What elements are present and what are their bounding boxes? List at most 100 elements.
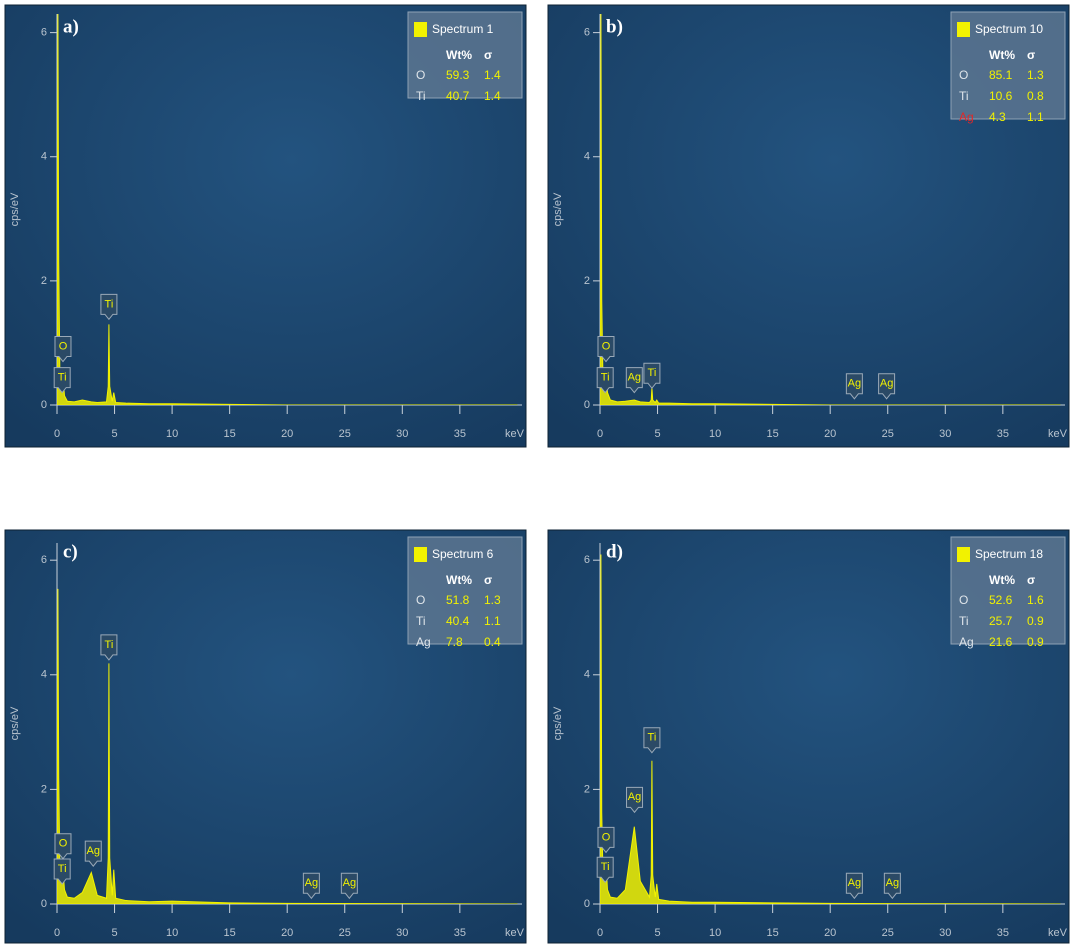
peak-label: Ag — [87, 845, 100, 857]
panel-letter: b) — [606, 16, 623, 37]
x-tick-label: 35 — [454, 428, 466, 440]
legend-wt: 52.6 — [989, 593, 1013, 607]
x-tick-label: 15 — [224, 927, 236, 939]
peak-label-box — [626, 786, 644, 814]
x-axis-label: keV — [505, 428, 525, 440]
x-tick-label: 35 — [454, 927, 466, 939]
x-tick-label: 0 — [54, 927, 60, 939]
x-tick-label: 5 — [654, 927, 660, 939]
peak-label-box — [845, 373, 863, 400]
peak-label-box — [84, 840, 102, 867]
peak-label-box — [625, 367, 643, 394]
x-axis-label: keV — [1048, 428, 1068, 440]
legend-element: Ti — [959, 614, 969, 628]
legend-wt: 59.3 — [446, 68, 470, 82]
y-axis-label: cps/eV — [552, 192, 564, 226]
peak-label-box — [54, 336, 72, 363]
x-tick-label: 25 — [339, 927, 351, 939]
peak-label: Ti — [58, 863, 67, 875]
legend-title: Spectrum 10 — [975, 22, 1043, 36]
peak-label-box — [597, 826, 615, 854]
legend-element: O — [959, 593, 968, 607]
peak-label: Ag — [343, 877, 356, 889]
x-tick-label: 0 — [597, 428, 603, 440]
legend-header: σ — [1027, 573, 1035, 587]
panel: 0 2 4 6 0 5 10 15 20 25 30 35 keV cps/eV O Ti Ti a) Spectr… — [4, 4, 527, 448]
y-axis-label: cps/eV — [552, 706, 564, 740]
y-tick-label: 4 — [584, 669, 590, 681]
legend-wt: 4.3 — [989, 110, 1006, 124]
y-tick-label: 0 — [41, 898, 47, 910]
y-tick-label: 4 — [584, 151, 590, 163]
x-tick-label: 25 — [339, 428, 351, 440]
peak-label-box — [643, 362, 661, 390]
x-tick-label: 0 — [54, 428, 60, 440]
legend-element: Ag — [959, 635, 974, 649]
legend-swatch — [414, 22, 427, 37]
y-tick-label: 2 — [41, 783, 47, 795]
x-tick-label: 5 — [654, 428, 660, 440]
legend-wt: 7.8 — [446, 635, 463, 649]
panel-letter: c) — [63, 541, 78, 562]
legend-header: Wt% — [989, 573, 1015, 587]
legend-swatch — [957, 547, 970, 562]
x-tick-label: 35 — [997, 927, 1009, 939]
legend-element: Ti — [416, 89, 426, 103]
legend-wt: 40.7 — [446, 89, 470, 103]
legend-wt: 85.1 — [989, 68, 1013, 82]
peak-label-box — [100, 634, 118, 661]
y-tick-label: 4 — [41, 151, 47, 163]
peak-label: Ag — [880, 378, 893, 390]
peak-label-box — [597, 336, 615, 363]
x-tick-label: 35 — [997, 428, 1009, 440]
y-tick-label: 6 — [41, 27, 47, 39]
legend-header: Wt% — [989, 48, 1015, 62]
x-tick-label: 10 — [166, 428, 178, 440]
x-tick-label: 30 — [396, 428, 408, 440]
y-tick-label: 0 — [41, 399, 47, 411]
legend-sigma: 0.4 — [484, 635, 501, 649]
legend-sigma: 0.9 — [1027, 635, 1044, 649]
peak-label-box — [878, 373, 896, 400]
peak-label: Ti — [648, 732, 657, 744]
x-tick-label: 15 — [224, 428, 236, 440]
panel-letter: d) — [606, 541, 623, 562]
legend-header: Wt% — [446, 573, 472, 587]
y-axis-label: cps/eV — [9, 706, 21, 740]
x-tick-label: 0 — [597, 927, 603, 939]
peak-label: O — [59, 838, 68, 850]
y-tick-label: 2 — [41, 275, 47, 287]
legend-element: Ag — [959, 110, 974, 124]
panel: 0 2 4 6 0 5 10 15 20 25 30 35 keV cps/eV O Ti Ag Ti Ag Ag d)… — [547, 529, 1070, 944]
y-tick-label: 0 — [584, 898, 590, 910]
legend-title: Spectrum 6 — [432, 547, 494, 561]
peak-label: O — [602, 340, 611, 352]
legend-title: Spectrum 1 — [432, 22, 494, 36]
x-tick-label: 10 — [709, 428, 721, 440]
legend-wt: 40.4 — [446, 614, 470, 628]
peak-label-box — [596, 856, 614, 884]
x-tick-label: 25 — [882, 428, 894, 440]
legend-element: Ti — [416, 614, 426, 628]
x-axis-label: keV — [505, 927, 525, 939]
x-tick-label: 30 — [396, 927, 408, 939]
peak-label-box — [53, 858, 71, 885]
peak-label-box — [54, 833, 72, 860]
panel: 0 2 4 6 0 5 10 15 20 25 30 35 keV cps/eV O Ti Ag Ti Ag Ag c)… — [4, 529, 527, 944]
legend-sigma: 0.9 — [1027, 614, 1044, 628]
peak-label: Ag — [848, 378, 861, 390]
peak-label-box — [883, 872, 901, 900]
legend-header: σ — [484, 573, 492, 587]
peak-label-box — [643, 727, 661, 754]
legend-sigma: 1.3 — [1027, 68, 1044, 82]
peak-label-box — [100, 293, 118, 321]
legend-title: Spectrum 18 — [975, 547, 1043, 561]
legend-sigma: 1.4 — [484, 89, 501, 103]
x-axis-label: keV — [1048, 927, 1068, 939]
peak-label-box — [596, 367, 614, 394]
legend-sigma: 1.4 — [484, 68, 501, 82]
legend-sigma: 0.8 — [1027, 89, 1044, 103]
legend-element: O — [416, 593, 425, 607]
peak-label-box — [302, 872, 320, 900]
x-tick-label: 30 — [939, 428, 951, 440]
